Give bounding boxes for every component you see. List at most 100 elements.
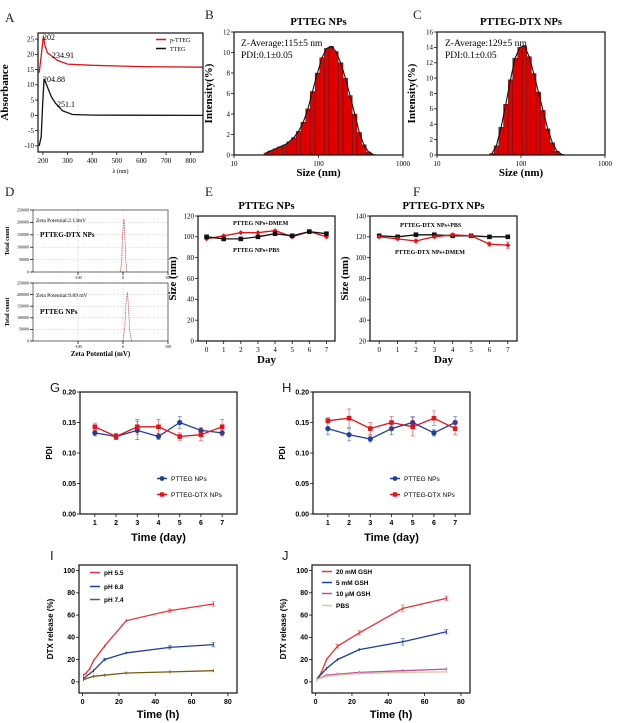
y-tick-label: 0.05 [295, 481, 309, 488]
data-point [272, 231, 278, 237]
x-tick-label: 6 [199, 520, 203, 527]
x-tick-label: 7 [220, 520, 224, 527]
y-tick-label: 4 [227, 110, 231, 118]
data-point [155, 433, 162, 440]
y-tick-label: -10 [25, 142, 35, 150]
y-tick-label: 40 [67, 635, 75, 642]
histogram-bar [314, 72, 320, 156]
histogram-bar [333, 51, 339, 156]
x-tick-label: 80 [224, 699, 232, 706]
histogram-bar [295, 131, 302, 156]
series-line [315, 597, 447, 680]
annotation: PTTEG NPs [40, 308, 78, 316]
y-axis-label: Total count [5, 298, 11, 327]
histogram-bar [512, 57, 518, 156]
chart-title: PTTEG-DTX NPs [480, 17, 562, 28]
legend-label: pH 5.5 [104, 570, 124, 577]
y-tick-label: 80 [67, 590, 75, 597]
x-tick-label: -100 [74, 344, 81, 349]
series-1 [204, 229, 329, 242]
series-line [83, 603, 214, 676]
histogram-bar [521, 45, 528, 156]
y-tick-label: 250000 [17, 280, 29, 285]
x-tick-label: 0 [81, 699, 85, 706]
y-tick-label: 250000 [17, 207, 29, 212]
panel-letter: J [282, 548, 289, 563]
x-tick-label: 100 [313, 160, 324, 168]
data-point [376, 234, 382, 240]
data-point [324, 231, 329, 237]
data-point [346, 432, 352, 438]
y-tick-label: 140 [356, 212, 367, 220]
y-tick-label: 100 [356, 254, 367, 262]
x-tick-label: 600 [136, 157, 147, 165]
plot-frame [37, 32, 204, 153]
chart-title: PTTEG-DTX NPs [403, 201, 485, 212]
y-tick-label: 16 [426, 28, 434, 36]
y-tick-label: 0 [31, 112, 35, 120]
series-line [83, 670, 214, 681]
series-line [38, 78, 204, 147]
x-tick-label: 2 [239, 346, 243, 354]
y-tick-label: 0 [227, 151, 231, 159]
histogram-bar [347, 95, 353, 156]
annotation: PTTEG-DTX NPs [40, 231, 95, 239]
y-tick-label: 0 [191, 337, 195, 345]
y-tick-label: 60 [187, 275, 195, 283]
annotation: 202 [43, 33, 55, 42]
legend-label: PTTEG NPs [171, 476, 208, 483]
data-point [431, 430, 437, 436]
histogram-bar [319, 57, 325, 156]
y-tick-label: 100 [296, 568, 308, 575]
x-tick-label: 1 [93, 520, 97, 527]
x-axis-label: Size (nm) [499, 167, 544, 179]
data-point [92, 430, 98, 436]
y-tick-label: 100000 [17, 245, 29, 250]
y-tick-label: -5 [28, 127, 34, 135]
y-tick-label: 2 [227, 131, 231, 139]
y-tick-label: 0.05 [62, 481, 76, 488]
y-tick-label: 15 [27, 66, 35, 74]
x-tick-label: 4 [451, 346, 455, 354]
panel-letter: E [205, 184, 213, 199]
y-tick-label: 40 [300, 635, 308, 642]
y-tick-label: 8 [227, 69, 231, 77]
y-tick-label: 14 [426, 44, 434, 52]
y-tick-label: 0.15 [62, 420, 76, 427]
y-tick-label: 0.10 [295, 450, 309, 457]
plot-frame [32, 282, 169, 342]
y-tick-label: 0 [27, 269, 29, 274]
x-tick-label: 6 [308, 346, 312, 354]
x-tick-label: 2 [414, 346, 418, 354]
legend-marker [159, 476, 165, 481]
x-tick-label: 3 [135, 520, 139, 527]
y-tick-label: 10 [27, 81, 35, 89]
plot-frame [32, 209, 169, 273]
x-tick-label: 20 [348, 699, 356, 706]
histogram-bar [517, 47, 523, 156]
x-tick-label: 60 [421, 699, 429, 706]
x-tick-label: 5 [178, 520, 182, 527]
series-line [38, 35, 204, 73]
panel-letter: D [5, 184, 14, 199]
data-point [92, 424, 98, 430]
data-point [289, 233, 295, 239]
x-tick-label: 2 [347, 520, 351, 527]
chart-panel-b: B PTTEG NPs 10 100 1000 0 2 4 6 8 10 12 Size (nm) Int… [203, 7, 411, 179]
y-tick-label: 20 [359, 337, 367, 345]
y-axis-label: DTX release (%) [279, 598, 288, 659]
chart-panel-h: H 1 2 3 4 5 6 7 0.00 0.05 0.10 0.15 0.20 Time (day) PD… [278, 380, 471, 544]
y-tick-label: 10 [223, 49, 231, 57]
series-line [379, 234, 508, 246]
legend-marker [159, 492, 165, 497]
series-0 [38, 35, 204, 73]
y-tick-label: 0 [304, 679, 308, 686]
x-tick-label: 40 [151, 699, 159, 706]
series-2 [316, 667, 447, 682]
x-tick-label: 7 [325, 346, 329, 354]
y-tick-label: 0 [27, 338, 29, 343]
legend-marker [392, 492, 398, 497]
histogram-bar [493, 145, 499, 156]
y-tick-label: 0.00 [295, 511, 309, 518]
